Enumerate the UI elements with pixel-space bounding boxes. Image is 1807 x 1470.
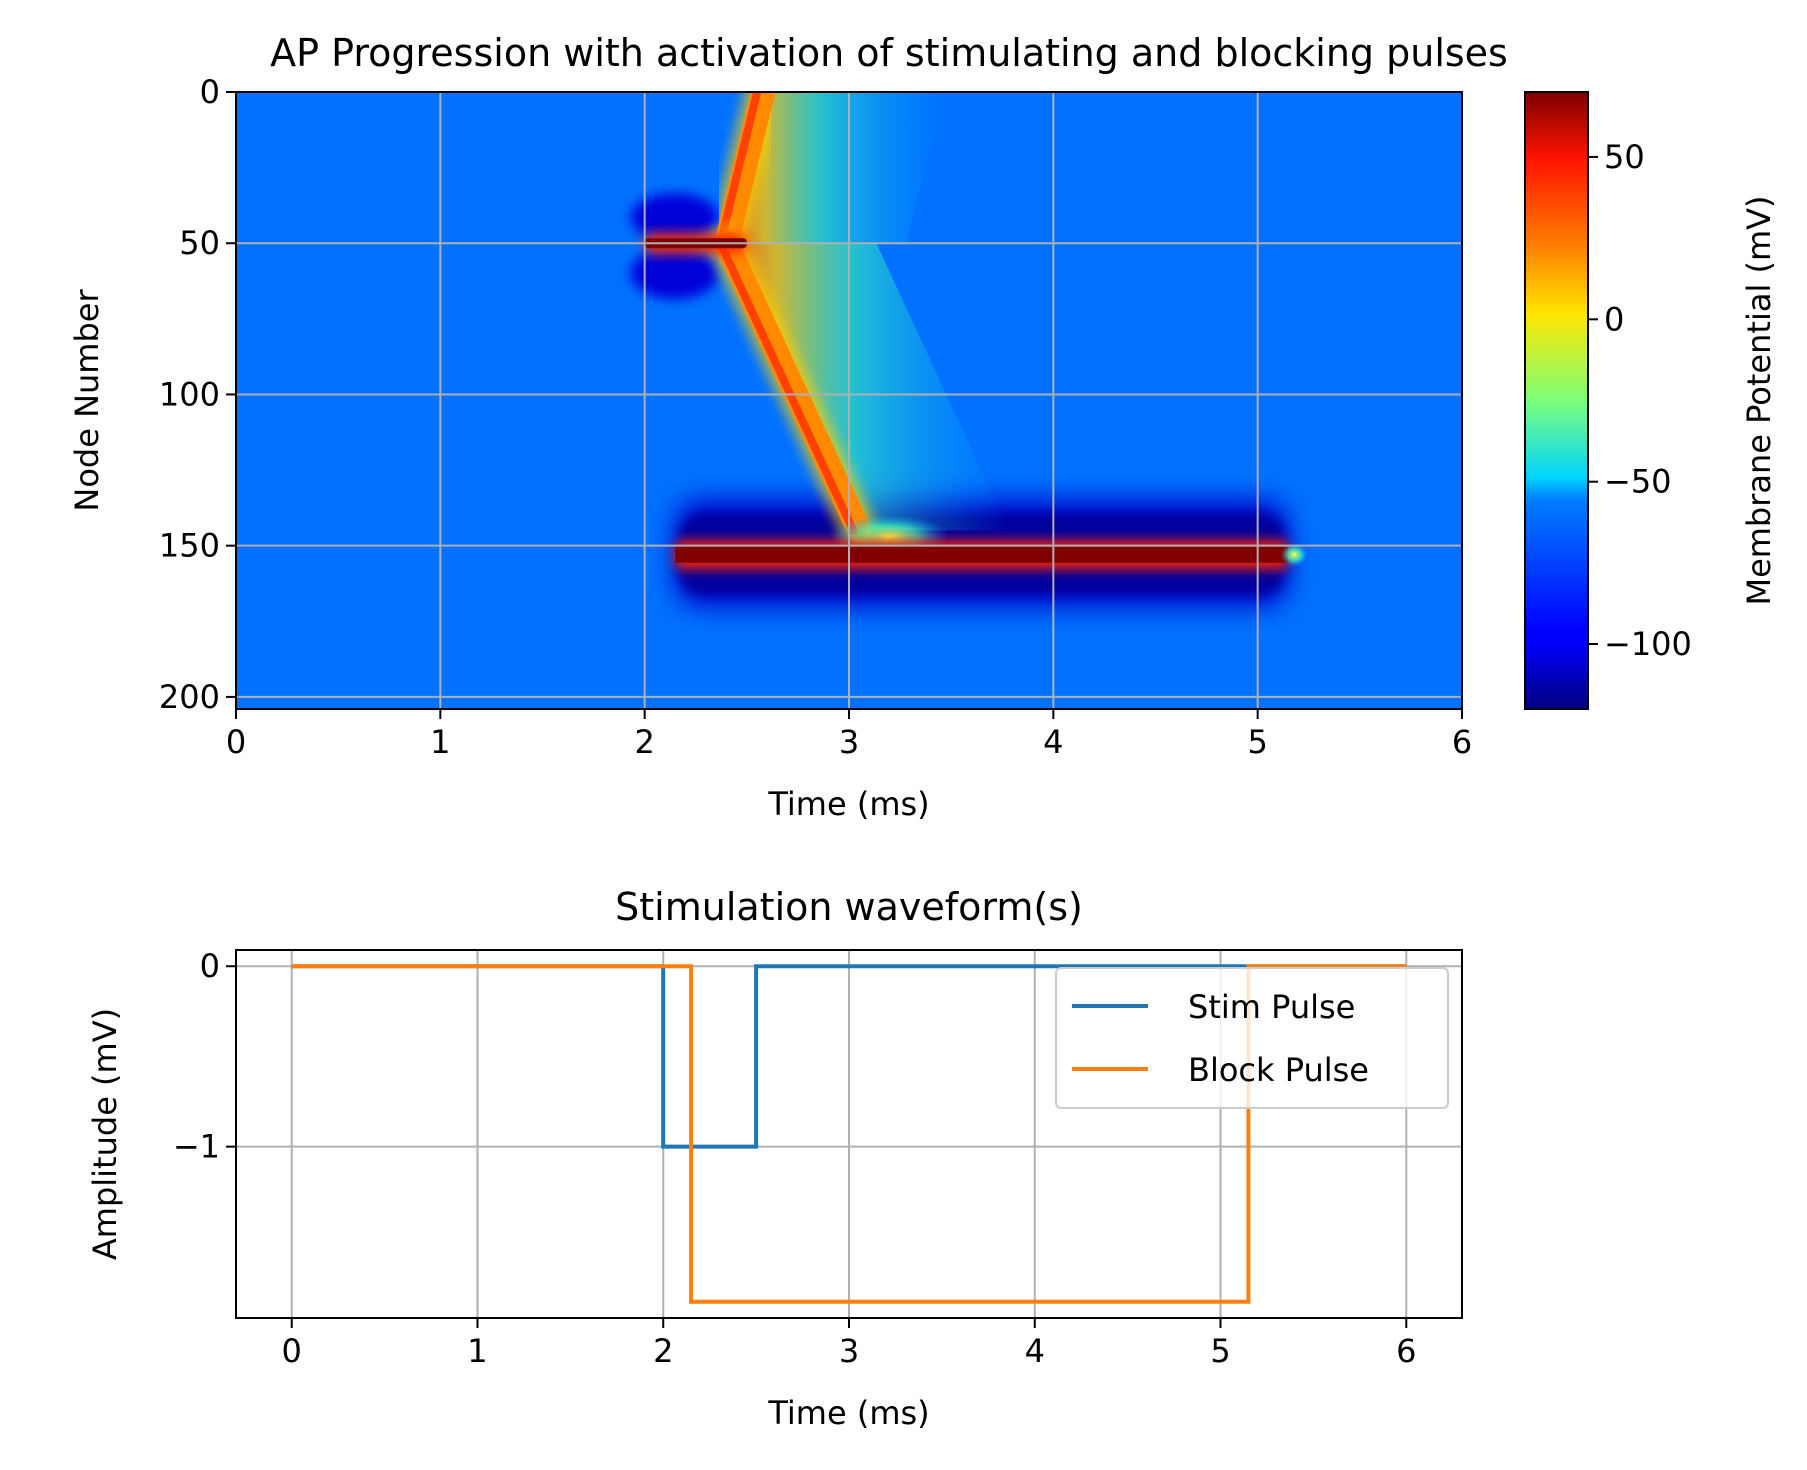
heatmap-x-tick-label-4: 4 xyxy=(1043,723,1063,761)
waveform-series xyxy=(291,964,1407,1304)
heatmap-x-tick-label-5: 5 xyxy=(1247,723,1267,761)
colorbar-tick-label-0: −100 xyxy=(1604,625,1692,663)
heatmap-x-tick-label-6: 6 xyxy=(1452,723,1472,761)
legend-label-block: Block Pulse xyxy=(1188,1051,1369,1089)
waveform-y-label: Amplitude (mV) xyxy=(86,1008,124,1260)
colorbar-ticks: −100 −50 0 50 xyxy=(1588,138,1692,663)
heatmap-y-tick-label-3: 150 xyxy=(159,527,220,565)
waveform-chart: Stimulation waveform(s) 0 1 2 3 4 5 6 0 −1 Time… xyxy=(86,885,1463,1432)
heatmap-x-label: Time (ms) xyxy=(767,785,929,823)
heatmap-y-tick-label-2: 100 xyxy=(159,375,220,413)
waveform-x-tick-label-5: 5 xyxy=(1210,1332,1230,1370)
waveform-title: Stimulation waveform(s) xyxy=(615,885,1083,929)
legend-label-stim: Stim Pulse xyxy=(1188,988,1355,1026)
heatmap-x-tick-label-3: 3 xyxy=(839,723,859,761)
waveform-y-tick-label-0: 0 xyxy=(200,947,220,985)
waveform-y-tick-label-1: −1 xyxy=(173,1128,220,1166)
heatmap-chart: AP Progression with activation of stimul… xyxy=(68,31,1778,823)
stim-hyperpolarized-lower xyxy=(630,247,719,300)
stim-hyperpolarized-upper xyxy=(630,193,719,242)
ap-front-up-core xyxy=(716,92,762,248)
waveform-x-label: Time (ms) xyxy=(767,1394,929,1432)
legend-box xyxy=(1055,967,1449,1109)
ap-down-trail-fade xyxy=(726,243,1010,531)
heatmap-x-ticks: 0 1 2 3 4 5 6 xyxy=(226,709,1472,761)
waveform-x-tick-label-1: 1 xyxy=(467,1332,487,1370)
waveform-x-tick-label-0: 0 xyxy=(282,1332,302,1370)
ap-up-trail xyxy=(726,92,944,244)
heatmap-title: AP Progression with activation of stimul… xyxy=(270,31,1508,75)
heatmap-x-tick-label-0: 0 xyxy=(226,723,246,761)
colorbar xyxy=(1524,91,1589,710)
heatmap-y-ticks: 0 50 100 150 200 xyxy=(159,73,236,716)
legend: Stim Pulse Block Pulse xyxy=(1055,967,1449,1109)
heatmap-y-label: Node Number xyxy=(68,289,106,512)
heatmap-x-tick-label-1: 1 xyxy=(430,723,450,761)
heatmap-y-tick-label-4: 200 xyxy=(159,678,220,716)
waveform-x-tick-label-6: 6 xyxy=(1396,1332,1416,1370)
heatmap-y-tick-label-0: 0 xyxy=(200,73,220,111)
waveform-x-ticks: 0 1 2 3 4 5 6 xyxy=(282,1318,1416,1370)
ap-down-trail xyxy=(726,243,1010,531)
colorbar-label: Membrane Potential (mV) xyxy=(1740,195,1778,605)
colorbar-tick-label-1: −50 xyxy=(1604,463,1672,501)
waveform-x-tick-label-2: 2 xyxy=(653,1332,673,1370)
colorbar-tick-label-3: 50 xyxy=(1604,138,1645,176)
waveform-x-tick-label-4: 4 xyxy=(1025,1332,1045,1370)
heatmap-x-tick-label-2: 2 xyxy=(634,723,654,761)
ap-front-down-core xyxy=(716,239,858,535)
block-pulse xyxy=(675,546,1289,563)
waveform-y-ticks: 0 −1 xyxy=(173,947,236,1166)
ap-front-down xyxy=(714,231,872,543)
heatmap-y-tick-label-1: 50 xyxy=(179,224,220,262)
series-block-pulse xyxy=(291,964,1407,1304)
ap-front-up xyxy=(714,92,776,256)
waveform-x-tick-label-3: 3 xyxy=(839,1332,859,1370)
colorbar-tick-label-2: 0 xyxy=(1604,300,1624,338)
ap-up-trail-fade xyxy=(726,92,944,244)
block-pulse-end xyxy=(1280,542,1309,567)
